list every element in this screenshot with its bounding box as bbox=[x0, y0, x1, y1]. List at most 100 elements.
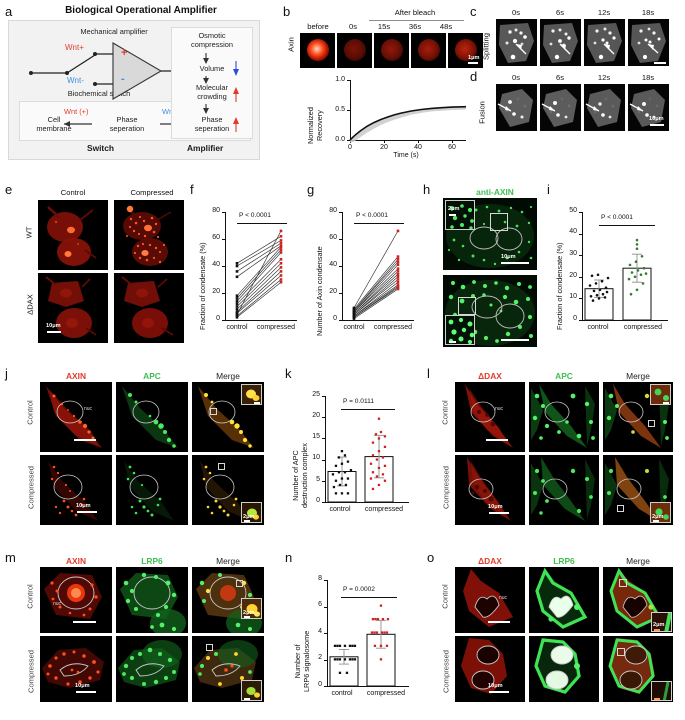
splitting-frame-12s bbox=[584, 19, 625, 66]
o-merge-control-roi bbox=[619, 579, 627, 587]
e-row-wt: WT bbox=[24, 226, 34, 239]
lrp6-signalosome-bar-chart: Number of LRP6 signalosome 0 2 4 6 8 cont… bbox=[285, 566, 413, 716]
k-ytick-4: 20 bbox=[312, 412, 320, 419]
n-xtick-control: control bbox=[331, 690, 353, 697]
panel-label-d: d bbox=[470, 69, 478, 84]
cell-membrane-label: Cell membrane bbox=[36, 115, 72, 133]
panel-label-a: a bbox=[5, 4, 13, 19]
g-ytick-3: 60 bbox=[329, 234, 337, 241]
m-row-compressed: Compressed bbox=[26, 649, 36, 694]
panel-label-m: m bbox=[5, 550, 16, 565]
cell-axin bbox=[42, 648, 104, 688]
frap-ytick-1: 0.5 bbox=[335, 106, 345, 113]
d-col-6s: 6s bbox=[555, 73, 565, 82]
n-ytick-2: 4 bbox=[318, 628, 322, 635]
k-pvalue: P = 0.0111 bbox=[343, 398, 374, 405]
e-row-ddax: ΔDAX bbox=[25, 294, 35, 315]
m-col-axin: AXIN bbox=[65, 556, 86, 566]
cell-shape bbox=[543, 23, 578, 63]
cell-lrp6 bbox=[535, 567, 588, 629]
b-col-before: before bbox=[307, 22, 329, 31]
f-ytick-0: 0 bbox=[216, 315, 220, 322]
f-ytick-3: 60 bbox=[212, 234, 220, 241]
n-ytick-4: 8 bbox=[318, 575, 322, 582]
frap-xtick-1: 20 bbox=[380, 144, 388, 151]
k-ytick-2: 10 bbox=[312, 454, 320, 461]
fraction-condensate-bar-chart: Fraction of condensate (%) 0 10 20 30 40… bbox=[547, 196, 677, 346]
cell-apc bbox=[122, 386, 178, 448]
cells bbox=[47, 206, 97, 266]
l-image-ddax-compressed: 10μm bbox=[455, 455, 525, 525]
b-col-15s: 15s bbox=[377, 22, 391, 31]
amp-step-3: Phase seperation bbox=[194, 115, 230, 133]
l-scalebar-label: 10μm bbox=[488, 504, 503, 510]
cell-shape bbox=[629, 89, 665, 127]
l-image-merge-compressed: 2μm bbox=[603, 455, 673, 525]
cell-shape bbox=[631, 23, 666, 63]
j-merge-control-roi bbox=[210, 408, 217, 415]
k-bars-and-scatter bbox=[327, 417, 394, 503]
j-scalebar-label: 10μm bbox=[76, 503, 91, 509]
panel-label-g: g bbox=[307, 182, 315, 197]
splitting-frame-18s bbox=[628, 19, 669, 66]
frap-curve bbox=[349, 105, 467, 143]
l-image-ddax-control: nuc bbox=[455, 382, 525, 452]
frap-x-axis-label: Time (s) bbox=[393, 152, 419, 159]
f-paired-lines bbox=[235, 229, 283, 319]
c-row-splitting: Splitting bbox=[481, 32, 491, 61]
m-row-control: Control bbox=[25, 584, 35, 609]
i-ytick-1: 10 bbox=[569, 293, 577, 300]
m-image-axin-control: nuc bbox=[40, 567, 112, 633]
n-ytick-1: 2 bbox=[318, 654, 322, 661]
e-image-wt-control bbox=[38, 200, 108, 270]
panel-label-c: c bbox=[470, 4, 477, 19]
g-ytick-2: 40 bbox=[329, 261, 337, 268]
m-image-axin-compressed: 10μm bbox=[40, 636, 112, 702]
k-ytick-0: 0 bbox=[316, 497, 320, 504]
m-image-lrp6-compressed bbox=[116, 636, 188, 702]
cell-lrp6 bbox=[534, 638, 581, 694]
h-image-control: 2μm 10μm bbox=[443, 198, 537, 270]
panel-label-o: o bbox=[427, 550, 435, 565]
cell-lrp6 bbox=[120, 572, 186, 633]
h-control-roi-box bbox=[490, 213, 508, 231]
frap-image-before bbox=[300, 33, 335, 68]
f-ytick-4: 80 bbox=[212, 207, 220, 214]
panel-label-k: k bbox=[285, 366, 292, 381]
amp-step-2: Molecular crowding bbox=[195, 83, 229, 101]
h-inset-scalebar-control: 2μm bbox=[448, 206, 460, 212]
m-merge-compressed-inset bbox=[241, 680, 262, 701]
b-row-axin: Axin bbox=[286, 37, 296, 52]
cells bbox=[123, 205, 172, 266]
i-xtick-control: control bbox=[587, 324, 609, 331]
cell-ddax bbox=[463, 569, 513, 627]
biochemical-switch-label: Biochemical switch bbox=[67, 89, 131, 98]
cell-merge bbox=[608, 638, 655, 694]
cell-merge bbox=[200, 461, 250, 521]
frap-recovery-chart: Normalized Recovery 0.0 0.5 1.0 0 20 40 6… bbox=[300, 76, 480, 160]
panel-label-b: b bbox=[283, 4, 291, 19]
panel-label-h: h bbox=[423, 182, 431, 197]
cell-lrp6 bbox=[118, 640, 182, 688]
j-inset-scalebar: 2μm bbox=[243, 514, 255, 520]
cell-ddax bbox=[465, 384, 513, 448]
e-scalebar-label: 10μm bbox=[46, 323, 61, 329]
splitting-frame-6s bbox=[540, 19, 581, 66]
n-bars-and-scatter bbox=[329, 604, 396, 687]
c-col-18s: 18s bbox=[641, 8, 655, 17]
n-ytick-0: 0 bbox=[318, 681, 322, 688]
e-col-control: Control bbox=[60, 188, 86, 197]
cell-shape bbox=[541, 89, 577, 127]
l-merge-control-roi bbox=[648, 420, 655, 427]
cell-shape bbox=[499, 23, 534, 63]
axin-condensate-number-paired-chart: Number of Axin condensate 0 20 40 60 80 … bbox=[307, 196, 417, 346]
n-xtick-compressed: compressed bbox=[366, 690, 406, 697]
l-nucleus-label: nuc bbox=[495, 406, 504, 412]
f-ytick-1: 20 bbox=[212, 288, 220, 295]
fusion-frame-6s bbox=[540, 84, 581, 131]
h-compressed-roi-box bbox=[458, 297, 476, 315]
panel-label-n: n bbox=[285, 550, 293, 565]
i-xtick-compressed: compressed bbox=[623, 324, 663, 331]
cell-shape bbox=[585, 89, 621, 127]
phase-separation-label: Phase seperation bbox=[109, 115, 145, 133]
